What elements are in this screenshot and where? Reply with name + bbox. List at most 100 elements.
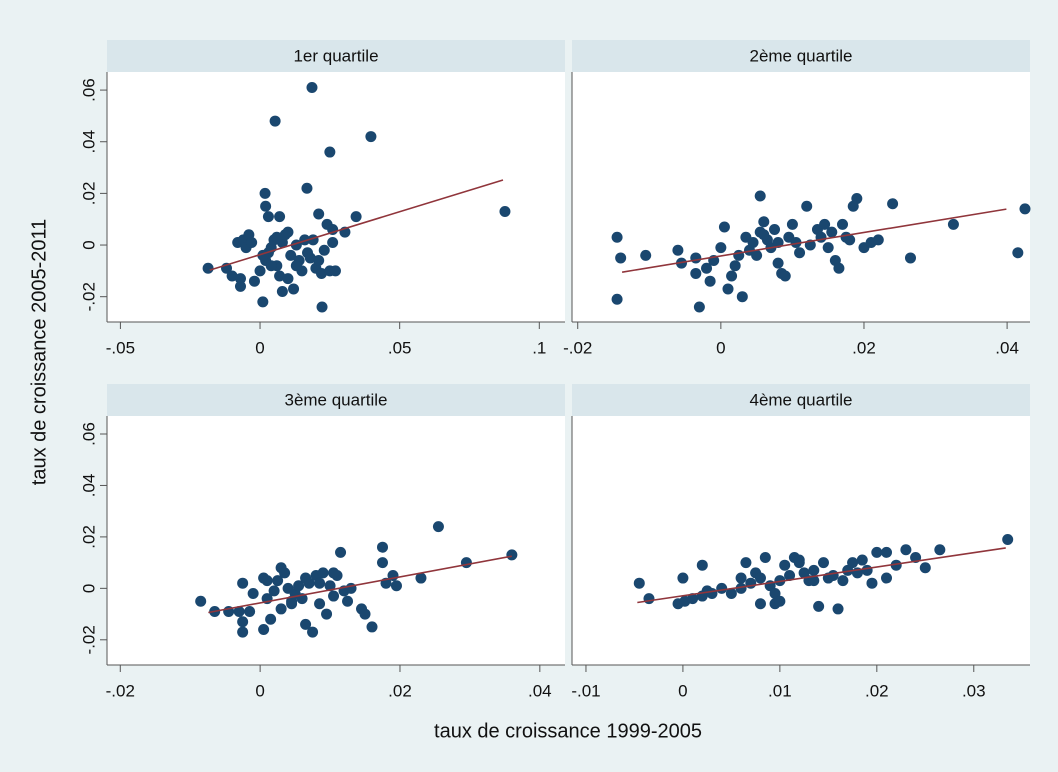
point [919, 562, 931, 574]
point [947, 218, 959, 230]
point [272, 575, 284, 587]
point [258, 624, 270, 636]
y-tick-label: 0 [79, 240, 98, 249]
point [259, 187, 271, 199]
point [390, 580, 402, 592]
point [779, 270, 791, 282]
point [265, 260, 277, 272]
x-tick-label: .01 [768, 681, 792, 700]
point [740, 557, 752, 569]
point [274, 270, 286, 282]
point [735, 582, 747, 594]
panel-title: 4ème quartile [749, 390, 852, 409]
point [754, 598, 766, 610]
x-tick-label: .02 [852, 338, 876, 357]
point [304, 252, 316, 264]
point [890, 559, 902, 571]
plot-area [572, 416, 1030, 665]
y-tick-label: .06 [79, 78, 98, 102]
point [704, 275, 716, 287]
point [246, 236, 258, 248]
point [696, 559, 708, 571]
point [1012, 247, 1024, 259]
point [837, 218, 849, 230]
plot-area [107, 416, 565, 665]
x-tick-label: .02 [388, 681, 412, 700]
point [202, 262, 214, 274]
point [847, 557, 859, 569]
point [934, 544, 946, 556]
point [359, 608, 371, 620]
point [866, 577, 878, 589]
point [736, 291, 748, 303]
point [293, 580, 305, 592]
point [233, 605, 245, 617]
point [722, 283, 734, 295]
panel-header [572, 384, 1030, 416]
point [861, 564, 873, 576]
point [754, 572, 766, 584]
panel-title: 1er quartile [293, 46, 378, 65]
panel-title: 3ème quartile [284, 390, 387, 409]
y-tick-label: -.02 [79, 625, 98, 654]
point [837, 575, 849, 587]
x-tick-label: .1 [532, 338, 546, 357]
point [317, 567, 329, 579]
point [506, 549, 518, 561]
point [321, 608, 333, 620]
point [261, 575, 273, 587]
point [306, 81, 318, 93]
point [801, 200, 813, 212]
y-tick-label: .06 [79, 422, 98, 446]
y-tick-label: 0 [79, 584, 98, 593]
point [328, 590, 340, 602]
point [819, 218, 831, 230]
point [1002, 533, 1014, 545]
point [288, 283, 300, 295]
point [290, 260, 302, 272]
point [300, 572, 312, 584]
point [769, 224, 781, 236]
point [826, 226, 838, 238]
x-tick-label: -.05 [106, 338, 135, 357]
point [772, 257, 784, 269]
point [733, 249, 745, 261]
point [900, 544, 912, 556]
point [314, 577, 326, 589]
y-axis-title: taux de croissance 2005-2011 [28, 219, 50, 485]
point [725, 587, 737, 599]
point [365, 131, 377, 143]
point [772, 236, 784, 248]
point [315, 267, 327, 279]
point [254, 265, 266, 277]
x-tick-label: 0 [678, 681, 687, 700]
point [432, 521, 444, 533]
point [328, 567, 340, 579]
panel-header [572, 40, 1030, 72]
point [758, 229, 770, 241]
point [833, 262, 845, 274]
panel-title: 2ème quartile [749, 46, 852, 65]
point [376, 541, 388, 553]
point [282, 226, 294, 238]
point [268, 585, 280, 597]
plot-area [107, 72, 565, 322]
point [856, 554, 868, 566]
point [790, 236, 802, 248]
point [751, 249, 763, 261]
point [257, 296, 269, 308]
x-tick-label: -.01 [571, 681, 600, 700]
y-tick-label: .04 [79, 130, 98, 154]
point [248, 275, 260, 287]
point [808, 564, 820, 576]
point [715, 242, 727, 254]
point [318, 244, 330, 256]
x-tick-label: .02 [865, 681, 889, 700]
point [758, 216, 770, 228]
point [706, 587, 718, 599]
fit-line [621, 208, 1007, 273]
point [690, 252, 702, 264]
point [672, 244, 684, 256]
point [1019, 203, 1031, 215]
panel-header [107, 40, 565, 72]
